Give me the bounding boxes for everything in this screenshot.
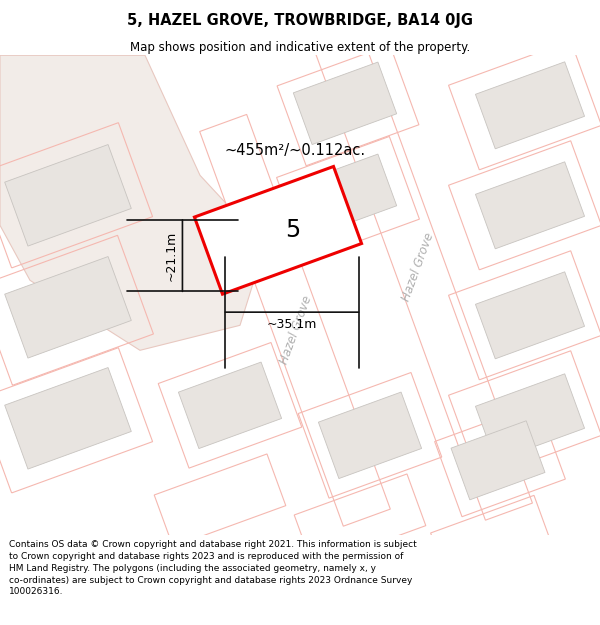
Polygon shape (5, 144, 131, 246)
Polygon shape (194, 166, 362, 294)
Polygon shape (308, 14, 532, 520)
Polygon shape (178, 362, 281, 449)
Polygon shape (293, 154, 397, 236)
Polygon shape (0, 55, 265, 350)
Polygon shape (475, 62, 584, 149)
Text: ~21.1m: ~21.1m (164, 231, 178, 281)
Text: Hazel Grove: Hazel Grove (278, 294, 314, 366)
Polygon shape (200, 114, 391, 526)
Polygon shape (475, 374, 584, 461)
Polygon shape (5, 368, 131, 469)
Text: Map shows position and indicative extent of the property.: Map shows position and indicative extent… (130, 41, 470, 54)
Polygon shape (475, 162, 584, 249)
Text: ~455m²/~0.112ac.: ~455m²/~0.112ac. (225, 142, 366, 158)
Polygon shape (293, 62, 397, 144)
Polygon shape (451, 421, 545, 500)
Text: ~35.1m: ~35.1m (267, 318, 317, 331)
Text: Hazel Grove: Hazel Grove (400, 231, 436, 303)
Polygon shape (5, 256, 131, 358)
Text: 5, HAZEL GROVE, TROWBRIDGE, BA14 0JG: 5, HAZEL GROVE, TROWBRIDGE, BA14 0JG (127, 13, 473, 28)
Text: Contains OS data © Crown copyright and database right 2021. This information is : Contains OS data © Crown copyright and d… (9, 540, 417, 596)
Polygon shape (319, 392, 422, 479)
Text: 5: 5 (286, 218, 301, 242)
Polygon shape (475, 272, 584, 359)
